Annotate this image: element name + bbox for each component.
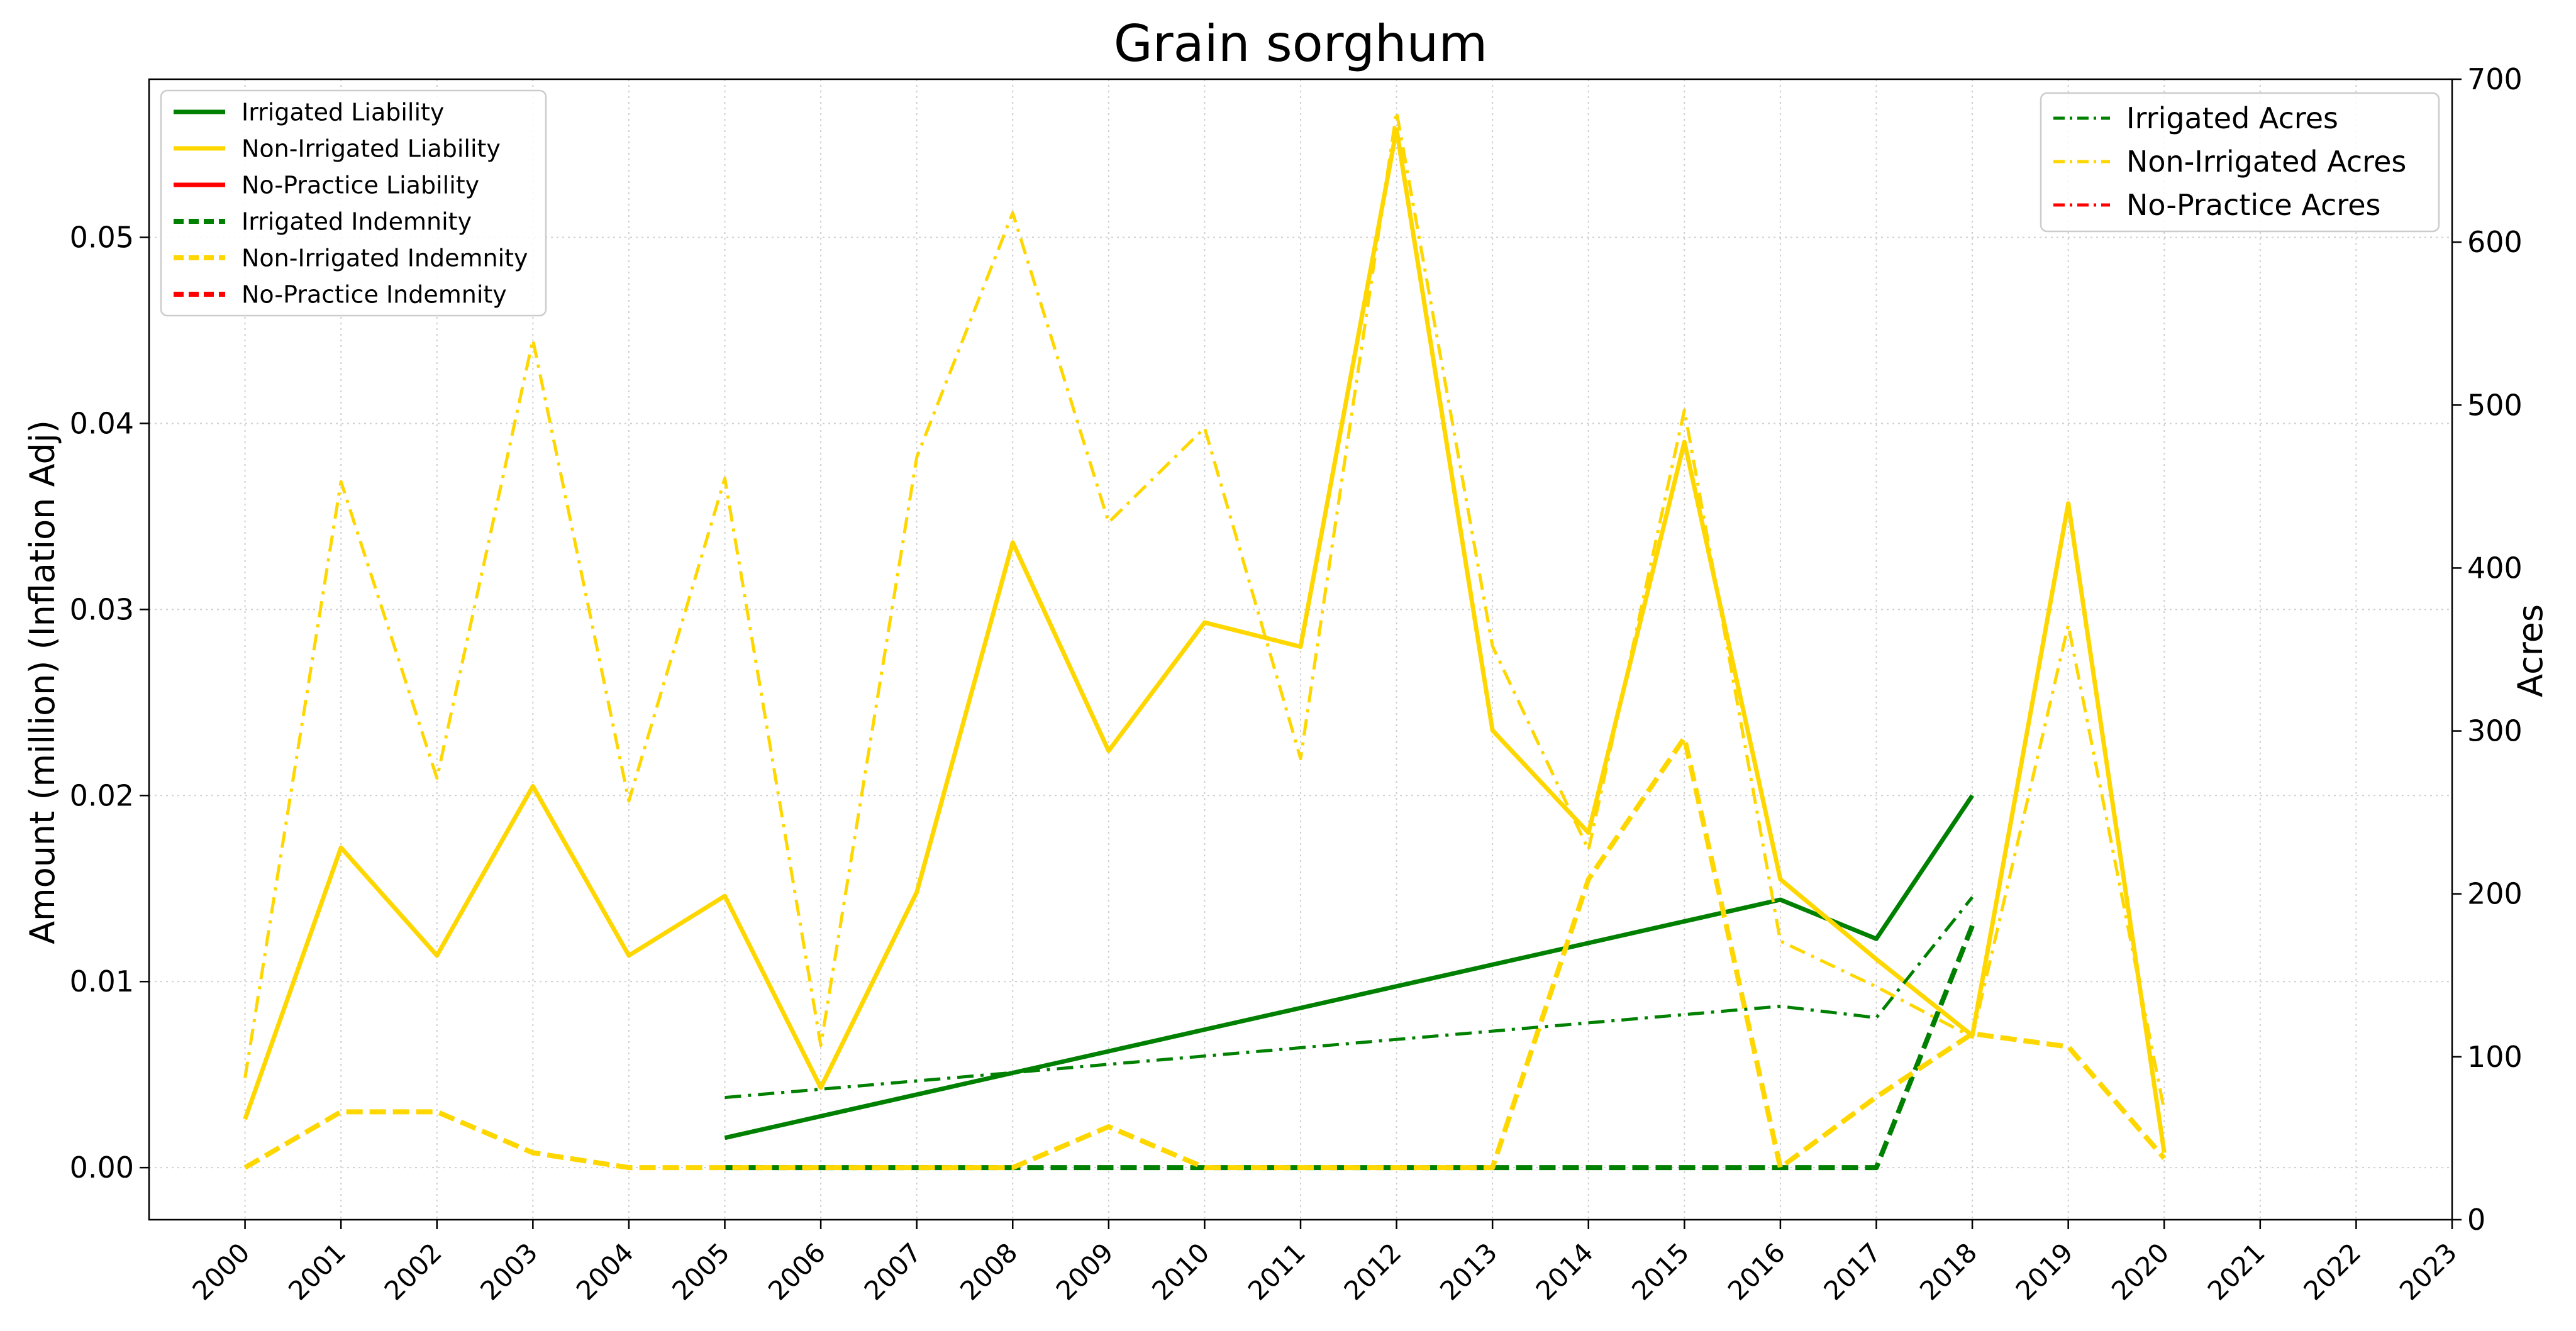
y2-tick-label: 100 (2467, 1040, 2523, 1074)
x-tick-label: 2015 (1626, 1237, 1695, 1306)
x-tick-label: 2003 (474, 1237, 543, 1306)
chart-title: Grain sorghum (1114, 14, 1488, 73)
x-tick-label: 2023 (2394, 1237, 2463, 1306)
y-tick-label: 0.01 (70, 964, 134, 998)
y2-tick-label: 700 (2467, 62, 2523, 96)
x-tick-label: 2013 (1434, 1237, 1503, 1306)
legend-label-irrigated-liability: Irrigated Liability (242, 98, 444, 126)
y2-tick-label: 200 (2467, 877, 2523, 911)
y2-axis-label: Acres (2511, 604, 2550, 697)
legend-label-no-practice-acres: No-Practice Acres (2126, 188, 2380, 222)
x-tick-label: 2008 (954, 1237, 1023, 1306)
x-tick-label: 2014 (1530, 1237, 1599, 1306)
y-tick-label: 0.02 (70, 778, 134, 812)
legend-right: Irrigated Acres Non-Irrigated Acres No-Pra… (2040, 92, 2440, 233)
y-tick-label: 0.00 (70, 1151, 134, 1185)
y-axis: 0.00 0.01 0.02 0.03 0.04 0.05 (70, 221, 149, 1185)
legend-label-no-practice-indemnity: No-Practice Indemnity (242, 280, 507, 308)
x-tick-label: 2000 (186, 1237, 255, 1306)
legend-label-non-irrigated-acres: Non-Irrigated Acres (2126, 145, 2406, 179)
y2-axis: 0 100 200 300 400 500 600 700 (2452, 62, 2523, 1237)
series-line-non-irrigated-liability (243, 127, 2167, 1154)
series-line-irrigated-acres (724, 896, 1974, 1100)
x-tick-label: 2011 (1242, 1237, 1311, 1306)
x-tick-label: 2022 (2297, 1237, 2367, 1306)
x-tick-label: 2021 (2202, 1237, 2271, 1306)
y2-tick-label: 0 (2467, 1203, 2485, 1237)
legend-label-non-irrigated-indemnity: Non-Irrigated Indemnity (242, 244, 528, 272)
y-tick-label: 0.03 (70, 592, 134, 626)
y-tick-label: 0.05 (70, 221, 134, 255)
y2-tick-label: 500 (2467, 388, 2523, 422)
y2-tick-label: 600 (2467, 225, 2523, 259)
series-line-irrigated-liability (724, 794, 1975, 1140)
x-tick-label: 2017 (1818, 1237, 1887, 1306)
x-tick-label: 2005 (666, 1237, 735, 1306)
y-axis-label: Amount (million) (Inflation Adj) (23, 420, 62, 944)
legend-left: Irrigated Liability Non-Irrigated Liabili… (160, 89, 547, 317)
x-tick-label: 2012 (1338, 1237, 1407, 1306)
x-tick-label: 2006 (762, 1237, 831, 1306)
x-tick-label: 2010 (1146, 1237, 1215, 1306)
legend-label-irrigated-acres: Irrigated Acres (2126, 101, 2338, 135)
x-tick-label: 2007 (858, 1237, 928, 1306)
y2-tick-label: 300 (2467, 714, 2523, 748)
x-tick-label: 2002 (379, 1237, 448, 1306)
x-tick-label: 2020 (2106, 1237, 2175, 1306)
x-tick-label: 2001 (282, 1237, 352, 1306)
series-line-irrigated-indemnity (724, 924, 1975, 1171)
x-tick-label: 2004 (570, 1237, 640, 1306)
y2-tick-label: 400 (2467, 551, 2523, 585)
legend-label-no-practice-liability: No-Practice Liability (242, 171, 479, 199)
x-tick-label: 2018 (1914, 1237, 1983, 1306)
grid (149, 79, 2453, 1220)
legend-label-irrigated-indemnity: Irrigated Indemnity (242, 207, 472, 235)
x-axis: 2000 2001 2002 2003 2004 2005 2006 2007 2008 2009… (186, 1220, 2463, 1306)
series-layer (243, 110, 2167, 1171)
x-tick-label: 2019 (2010, 1237, 2079, 1306)
legend-label-non-irrigated-liability: Non-Irrigated Liability (242, 135, 501, 162)
y-tick-label: 0.04 (70, 406, 134, 440)
x-tick-label: 2016 (1722, 1237, 1791, 1306)
series-line-non-irrigated-indemnity (243, 735, 2167, 1171)
x-tick-label: 2009 (1050, 1237, 1119, 1306)
